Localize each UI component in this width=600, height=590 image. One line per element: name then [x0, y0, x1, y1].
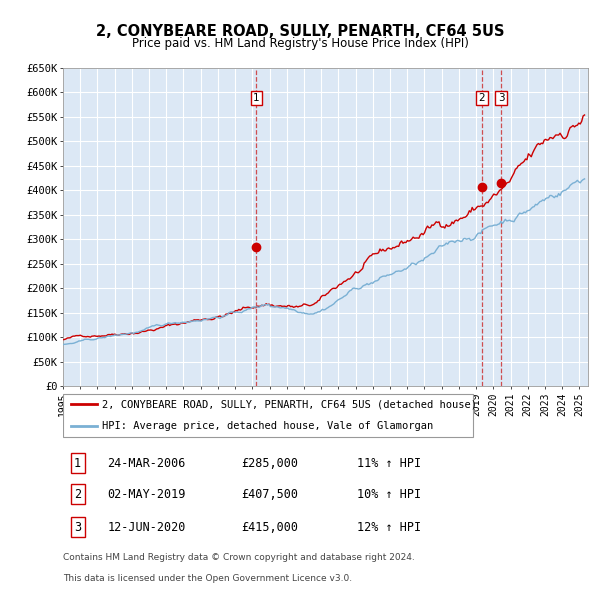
Text: 11% ↑ HPI: 11% ↑ HPI: [357, 457, 421, 470]
Text: 1: 1: [74, 457, 81, 470]
Text: HPI: Average price, detached house, Vale of Glamorgan: HPI: Average price, detached house, Vale…: [103, 421, 434, 431]
Text: 12% ↑ HPI: 12% ↑ HPI: [357, 520, 421, 534]
Text: 2, CONYBEARE ROAD, SULLY, PENARTH, CF64 5US (detached house): 2, CONYBEARE ROAD, SULLY, PENARTH, CF64 …: [103, 399, 478, 409]
Text: 2, CONYBEARE ROAD, SULLY, PENARTH, CF64 5US: 2, CONYBEARE ROAD, SULLY, PENARTH, CF64 …: [96, 24, 504, 38]
FancyBboxPatch shape: [63, 394, 473, 437]
Text: This data is licensed under the Open Government Licence v3.0.: This data is licensed under the Open Gov…: [63, 573, 352, 583]
Text: 24-MAR-2006: 24-MAR-2006: [107, 457, 186, 470]
Text: 2: 2: [74, 487, 81, 501]
Text: 02-MAY-2019: 02-MAY-2019: [107, 487, 186, 501]
Text: £407,500: £407,500: [241, 487, 299, 501]
Text: £285,000: £285,000: [241, 457, 299, 470]
Text: 3: 3: [498, 93, 505, 103]
Text: 3: 3: [74, 520, 81, 534]
Text: 1: 1: [253, 93, 260, 103]
Text: 2: 2: [479, 93, 485, 103]
Text: 12-JUN-2020: 12-JUN-2020: [107, 520, 186, 534]
Text: 10% ↑ HPI: 10% ↑ HPI: [357, 487, 421, 501]
Text: Price paid vs. HM Land Registry's House Price Index (HPI): Price paid vs. HM Land Registry's House …: [131, 37, 469, 50]
Text: Contains HM Land Registry data © Crown copyright and database right 2024.: Contains HM Land Registry data © Crown c…: [63, 552, 415, 562]
Text: £415,000: £415,000: [241, 520, 299, 534]
